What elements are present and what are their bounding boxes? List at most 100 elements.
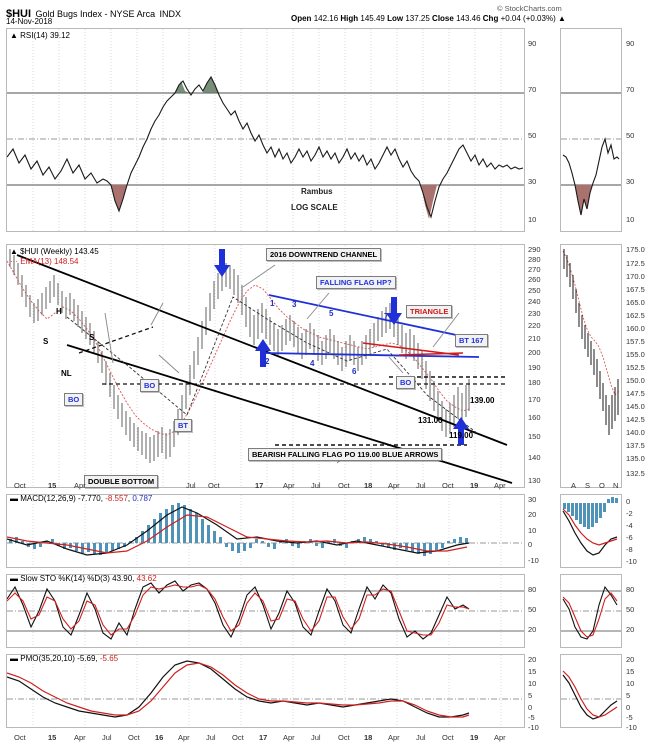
xtick-19: 19 <box>470 481 479 490</box>
ema-series-icon: ··· <box>10 257 18 266</box>
bottom-xtick-oct-15: Oct <box>128 733 140 742</box>
price-indicator-label: ▲ $HUI (Weekly) 143.45 <box>10 247 99 256</box>
count-5-label: 5 <box>329 309 334 318</box>
bottom-xtick-15: 15 <box>48 733 57 742</box>
price-ytick-170: 170 <box>528 395 541 404</box>
pmo-ytick-15: 15 <box>528 667 537 676</box>
right-macd-ytick-neg4: -4 <box>626 521 633 530</box>
sto-series-icon: ▬ <box>10 574 18 583</box>
xtick-oct-14: Oct <box>14 481 26 490</box>
right-sto-ytick-50: 50 <box>626 605 635 614</box>
high-label: High <box>340 14 359 23</box>
right-pmo-ytick-20: 20 <box>626 655 635 664</box>
right-xtick-o: O <box>599 481 605 490</box>
right-pmo-ytick-neg5: -5 <box>626 713 633 722</box>
rsi-ytick-10: 10 <box>528 215 537 224</box>
price-ytick-220: 220 <box>528 321 541 330</box>
price-ytick-210: 210 <box>528 334 541 343</box>
bottom-xtick-apr-16: Apr <box>178 733 190 742</box>
hs-shoulder-right-label: S <box>89 333 95 342</box>
hs-neckline-label: NL <box>61 369 72 378</box>
right-price-ytick-167-5: 167.5 <box>626 285 645 294</box>
high-value: 145.49 <box>360 14 385 23</box>
macd-value-1: -7.770 <box>78 494 101 503</box>
xtick-apr-18: Apr <box>388 481 400 490</box>
chart-header: $HUI Gold Bugs Index - NYSE Arca INDX <box>6 4 181 22</box>
quote-date: 14-Nov-2018 <box>6 17 53 26</box>
pmo-ytick-20: 20 <box>528 655 537 664</box>
right-xtick-n: N <box>613 481 619 490</box>
right-sto-ytick-20: 20 <box>626 625 635 634</box>
right-pmo-ytick-0: 0 <box>626 703 631 712</box>
callout-double-bottom[interactable]: DOUBLE BOTTOM <box>84 475 159 488</box>
callout-bo-right[interactable]: BO <box>396 376 416 389</box>
callout-bt-left[interactable]: BT <box>174 419 192 432</box>
level-139-label: 139.00 <box>470 396 495 405</box>
macd-label-name: MACD(12,26,9) <box>20 494 76 503</box>
right-price-ytick-150: 150.0 <box>626 376 645 385</box>
chg-up-arrow-icon: ▲ <box>557 14 566 23</box>
price-ytick-230: 230 <box>528 309 541 318</box>
pmo-right-plot <box>561 670 621 720</box>
price-series-icon: ▲ <box>10 247 18 256</box>
right-sto-ytick-80: 80 <box>626 585 635 594</box>
macd-indicator-label: ▬ MACD(12,26,9) -7.770, -8.557, 0.787 <box>10 494 153 503</box>
bottom-xtick-oct-16: Oct <box>232 733 244 742</box>
sto-panel: ▬ Slow STO %K(14) %D(3) 43.90, 43.62 <box>6 574 525 648</box>
count-4-label: 4 <box>310 359 315 368</box>
bottom-xtick-apr-15: Apr <box>74 733 86 742</box>
price-ytick-200: 200 <box>528 348 541 357</box>
hs-shoulder-left-label: S <box>43 337 49 346</box>
rsi-right-ytick-10: 10 <box>626 215 635 224</box>
price-ytick-190: 190 <box>528 363 541 372</box>
callout-triangle[interactable]: TRIANGLE <box>406 305 453 318</box>
sto-label-name: Slow STO %K(14) %D(3) <box>20 574 110 583</box>
callout-bo-left-1[interactable]: BO <box>64 393 84 406</box>
right-price-ytick-175: 175.0 <box>626 245 645 254</box>
right-price-ytick-162-5: 162.5 <box>626 311 645 320</box>
callout-bo-left-2[interactable]: BO <box>140 379 160 392</box>
right-price-ytick-142-5: 142.5 <box>626 415 645 424</box>
rsi-indicator-label: ▲ RSI(14) 39.12 <box>10 31 70 40</box>
callout-downtrend-channel[interactable]: 2016 DOWNTREND CHANNEL <box>266 248 382 261</box>
xtick-18: 18 <box>364 481 373 490</box>
stockcharts-credit: © StockCharts.com <box>497 4 562 13</box>
bottom-xtick-17: 17 <box>259 733 268 742</box>
rsi-plot <box>7 29 524 231</box>
price-panel: ▲ $HUI (Weekly) 143.45 ··· EMA(13) 148.5… <box>6 244 525 488</box>
pmo-right-panel <box>560 654 622 728</box>
pmo-label-name: PMO(35,20,10) <box>20 654 75 663</box>
sto-ytick-20: 20 <box>528 625 537 634</box>
right-price-ytick-172-5: 172.5 <box>626 259 645 268</box>
sto-ytick-80: 80 <box>528 585 537 594</box>
pmo-panel: ▬ PMO(35,20,10) -5.69, -5.65 <box>6 654 525 728</box>
callout-bt167[interactable]: BT 167 <box>455 334 488 347</box>
price-right-panel <box>560 244 622 488</box>
callout-bearish-po[interactable]: BEARISH FALLING FLAG PO 119.00 BLUE ARRO… <box>248 448 443 461</box>
macd-ytick-neg10: -10 <box>528 556 539 565</box>
low-label: Low <box>387 14 404 23</box>
right-price-ytick-152-5: 152.5 <box>626 363 645 372</box>
callout-falling-flag[interactable]: FALLING FLAG HP? <box>316 276 396 289</box>
right-price-ytick-147-5: 147.5 <box>626 389 645 398</box>
sto-ytick-50: 50 <box>528 605 537 614</box>
right-price-ytick-145: 145.0 <box>626 402 645 411</box>
right-price-ytick-140: 140.0 <box>626 428 645 437</box>
xtick-apr-15: Apr <box>74 481 86 490</box>
price-ytick-140: 140 <box>528 453 541 462</box>
bottom-xtick-jul-15: Jul <box>102 733 112 742</box>
price-ytick-180: 180 <box>528 378 541 387</box>
sto-indicator-label: ▬ Slow STO %K(14) %D(3) 43.90, 43.62 <box>10 574 157 583</box>
bottom-xtick-jul-16: Jul <box>206 733 216 742</box>
right-price-ytick-132-5: 132.5 <box>626 469 645 478</box>
bottom-xtick-apr-17: Apr <box>283 733 295 742</box>
open-value: 142.16 <box>313 14 339 23</box>
xtick-apr-19: Apr <box>494 481 506 490</box>
sto-plot <box>7 575 524 647</box>
right-macd-ytick-neg10: -10 <box>626 557 637 566</box>
right-pmo-ytick-15: 15 <box>626 667 635 676</box>
price-plot <box>7 245 513 487</box>
right-macd-ytick-neg6: -6 <box>626 533 633 542</box>
xtick-jul-17: Jul <box>311 481 321 490</box>
